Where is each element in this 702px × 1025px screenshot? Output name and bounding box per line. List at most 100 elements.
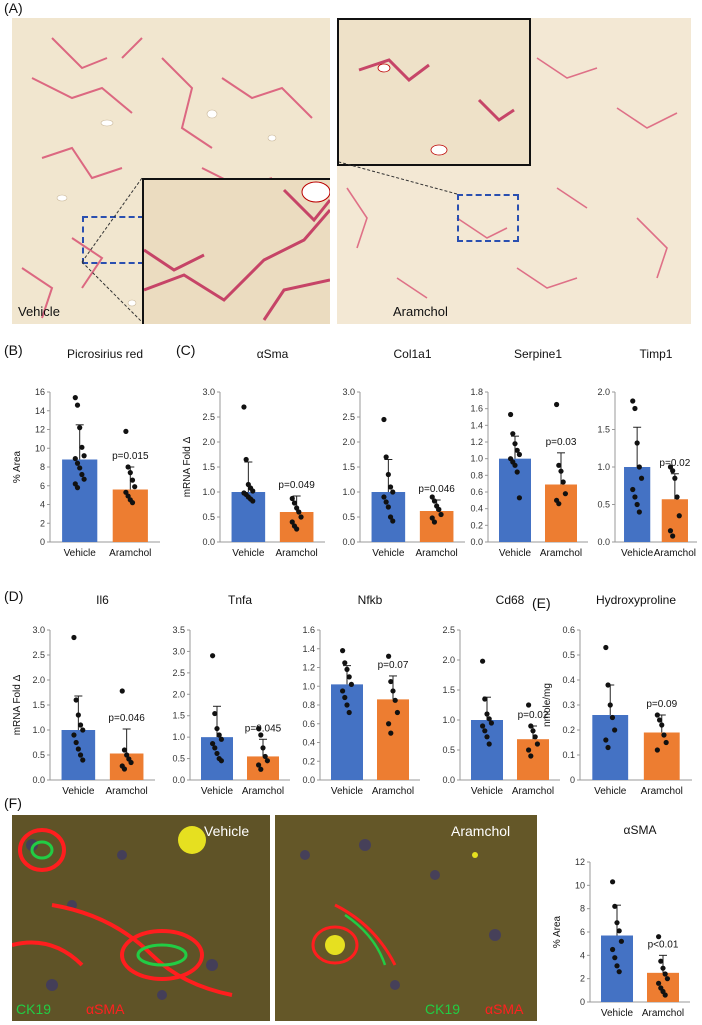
timp1-point [667, 528, 674, 534]
serpine1-point [512, 462, 518, 468]
picro-point [127, 470, 133, 476]
hydroxy-ytick-label: 0.4 [562, 675, 575, 685]
serpine1-point [554, 401, 560, 408]
cd68-ytick-label: 0.5 [442, 745, 455, 755]
tnfa-point [256, 725, 262, 732]
tnfa-point [218, 736, 224, 742]
asma-ytick-label: 2.5 [202, 412, 215, 422]
fasma-ytick-label: 8 [580, 904, 585, 914]
il6-ytick-label: 0.0 [32, 775, 45, 785]
il6-ytick-label: 1.5 [32, 700, 45, 710]
hydroxy-point [654, 712, 660, 718]
timp1-point [670, 468, 676, 474]
nfkb-xtick-label: Vehicle [331, 786, 364, 797]
label-vehicle-f: Vehicle [204, 823, 250, 839]
col1a1-point [383, 499, 389, 505]
picro-point [77, 425, 83, 431]
col1a1-point [390, 489, 396, 495]
nfkb-ytick-label: 1.6 [302, 625, 315, 635]
timp1-ytick-label: 1.0 [597, 462, 610, 472]
micrograph-aramchol: Aramchol [337, 18, 691, 324]
tnfa-ytick-label: 0.0 [172, 775, 185, 785]
asma-ytick-label: 1.5 [202, 462, 215, 472]
hydroxy-point [605, 682, 611, 688]
nfkb-pvalue: p=0.07 [378, 660, 409, 671]
il6-ytick-label: 2.0 [32, 675, 45, 685]
label-asma-vehicle: αSMA [86, 1001, 125, 1017]
nfkb-point [394, 709, 400, 716]
col1a1-point [385, 504, 391, 510]
inset-aramchol [337, 18, 531, 166]
cd68-point [482, 696, 488, 702]
picro-point [77, 465, 83, 471]
nfkb-ytick-label: 0.2 [302, 756, 315, 766]
picrosirius-aramchol-tissue [346, 57, 678, 299]
tnfa-xtick-label: Vehicle [201, 786, 234, 797]
serpine1-point [508, 411, 514, 418]
cd68-point [480, 723, 486, 729]
fluor-aramchol: Aramchol CK19 αSMA [275, 815, 537, 1021]
tnfa-ytick-label: 1.5 [172, 711, 185, 721]
picro-point [79, 471, 85, 478]
fasma-ylabel: % Area [552, 915, 563, 948]
cd68-point [526, 747, 532, 753]
hydroxy-point [607, 702, 613, 708]
panel-label-a: (A) [4, 0, 23, 16]
tnfa-title: Tnfa [228, 593, 252, 607]
picro-ytick-label: 12 [35, 425, 45, 435]
il6-ytick-label: 3.0 [32, 625, 45, 635]
picro-ytick-label: 4 [40, 500, 45, 510]
col1a1-ytick-label: 3.0 [342, 387, 355, 397]
timp1-point [636, 509, 642, 515]
fluor-vehicle: Vehicle CK19 αSMA [12, 815, 270, 1021]
col1a1-point [383, 454, 389, 460]
picro-xtick-label: Vehicle [64, 548, 97, 559]
hydroxy-point [609, 714, 616, 721]
tnfa-point [258, 766, 264, 772]
il6-xtick-label: Aramchol [106, 786, 148, 797]
picro-point [79, 444, 85, 450]
hydroxy-point [656, 717, 663, 723]
tnfa-point [264, 758, 270, 764]
tnfa-point [218, 758, 224, 764]
fasma-point [612, 903, 618, 909]
asma-ytick-label: 2.0 [202, 437, 215, 447]
hydroxy-point [605, 744, 611, 751]
panel-label-e: (E) [532, 595, 551, 611]
nfkb-point [386, 721, 392, 727]
asma-ytick-label: 0.5 [202, 512, 215, 522]
cd68-bar-vehicle [471, 720, 503, 780]
hydroxy-xtick-label: Vehicle [594, 786, 627, 797]
il6-point [128, 759, 134, 766]
serpine1-ytick-label: 1.6 [470, 404, 483, 414]
nfkb-point [386, 653, 392, 659]
col1a1-point [387, 484, 394, 490]
timp1-point [670, 533, 676, 539]
col1a1-ytick-label: 1.0 [342, 487, 355, 497]
fasma-point [616, 928, 622, 934]
asma-point [291, 500, 298, 506]
cd68-point [528, 753, 534, 759]
serpine1-pvalue: p=0.03 [546, 437, 577, 448]
label-ck19-aramchol: CK19 [425, 1001, 461, 1017]
serpine1-xtick-label: Vehicle [499, 548, 532, 559]
picro-point [72, 481, 78, 487]
hydroxy-ylabel: nmole/mg [542, 683, 553, 727]
il6-point [124, 752, 130, 758]
tnfa-point [212, 745, 218, 751]
serpine1-point [516, 451, 523, 458]
asma-ytick-label: 3.0 [202, 387, 215, 397]
asma-ytick-label: 1.0 [202, 487, 215, 497]
cd68-point [488, 720, 494, 726]
asma-ylabel: mRNA Fold Δ [182, 436, 193, 497]
fasma-point [616, 969, 622, 975]
picro-point [123, 428, 129, 434]
il6-point [121, 766, 128, 772]
timp1-point [674, 494, 680, 500]
asma-point [250, 498, 256, 504]
tnfa-ytick-label: 3.5 [172, 625, 185, 635]
cd68-point [484, 734, 490, 740]
picro-point [129, 500, 136, 506]
nfkb-point [388, 730, 394, 736]
cd68-pvalue: p=0.02 [518, 710, 549, 721]
